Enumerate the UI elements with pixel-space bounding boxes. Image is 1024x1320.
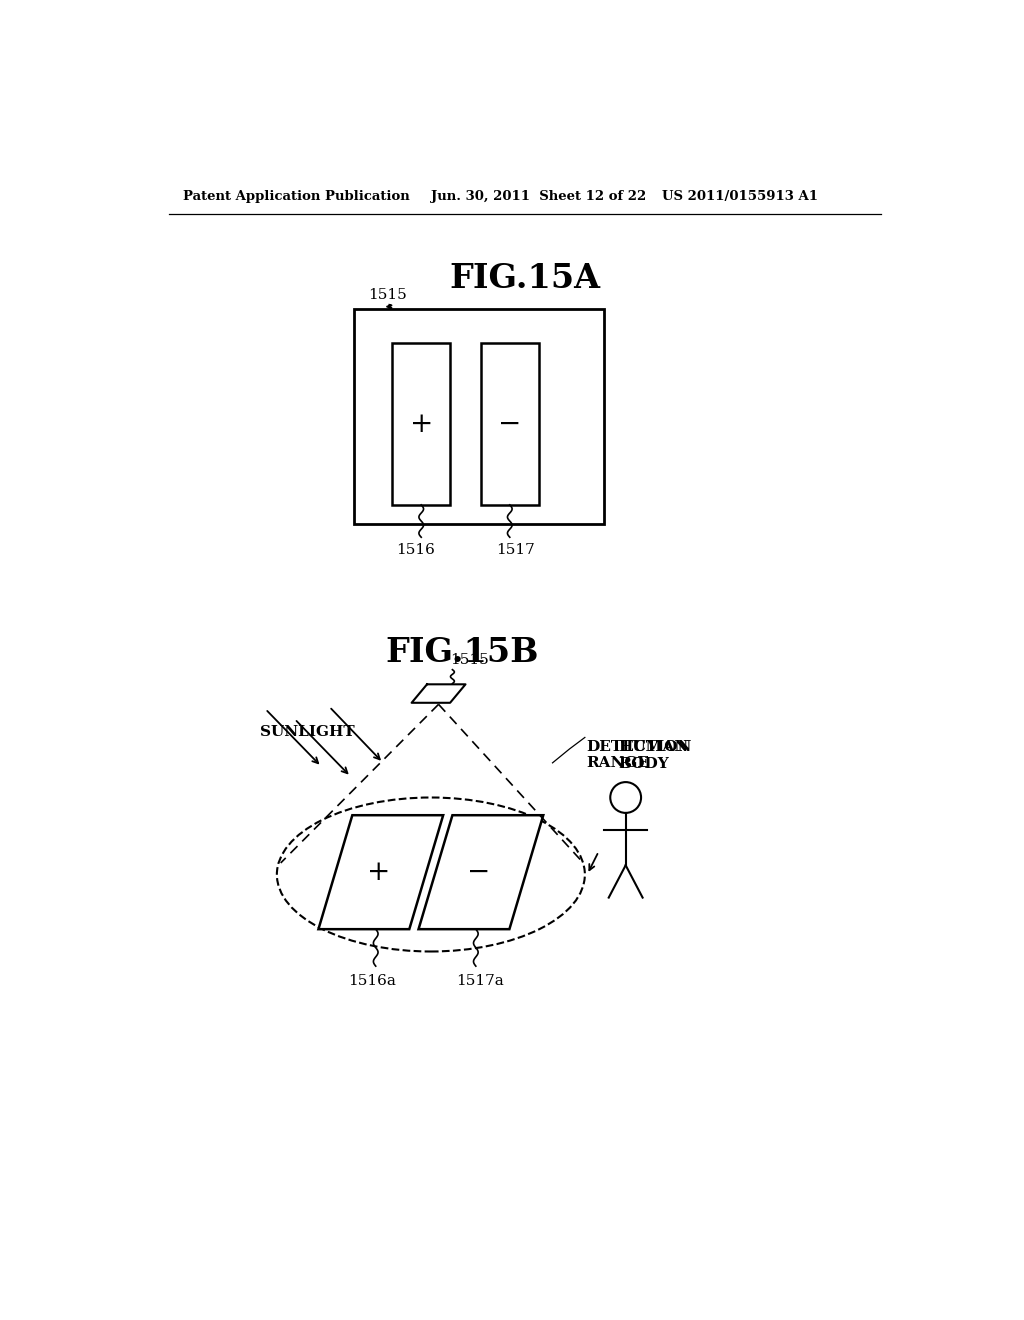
Ellipse shape <box>276 797 585 952</box>
Polygon shape <box>318 816 443 929</box>
Text: −: − <box>498 411 521 437</box>
Text: FIG.15B: FIG.15B <box>385 636 539 669</box>
Text: 1517a: 1517a <box>456 974 504 987</box>
Text: −: − <box>467 859 490 886</box>
Text: SUNLIGHT: SUNLIGHT <box>260 725 354 739</box>
Text: 1515: 1515 <box>368 288 407 302</box>
Text: 1516a: 1516a <box>348 974 396 987</box>
Bar <box>392 343 451 506</box>
Text: FIG.15A: FIG.15A <box>450 263 600 296</box>
Text: 1515: 1515 <box>451 652 488 667</box>
Polygon shape <box>419 816 544 929</box>
Text: HUMAN
BODY: HUMAN BODY <box>617 741 688 771</box>
Bar <box>354 309 604 524</box>
Text: DETECTION
RANGE: DETECTION RANGE <box>587 739 692 770</box>
Text: 1516: 1516 <box>395 544 434 557</box>
Text: Jun. 30, 2011  Sheet 12 of 22: Jun. 30, 2011 Sheet 12 of 22 <box>431 190 646 203</box>
Bar <box>481 343 539 506</box>
Text: 1517: 1517 <box>497 544 536 557</box>
Text: +: + <box>410 411 433 437</box>
Text: US 2011/0155913 A1: US 2011/0155913 A1 <box>662 190 818 203</box>
Text: Patent Application Publication: Patent Application Publication <box>183 190 410 203</box>
Text: +: + <box>367 859 390 886</box>
